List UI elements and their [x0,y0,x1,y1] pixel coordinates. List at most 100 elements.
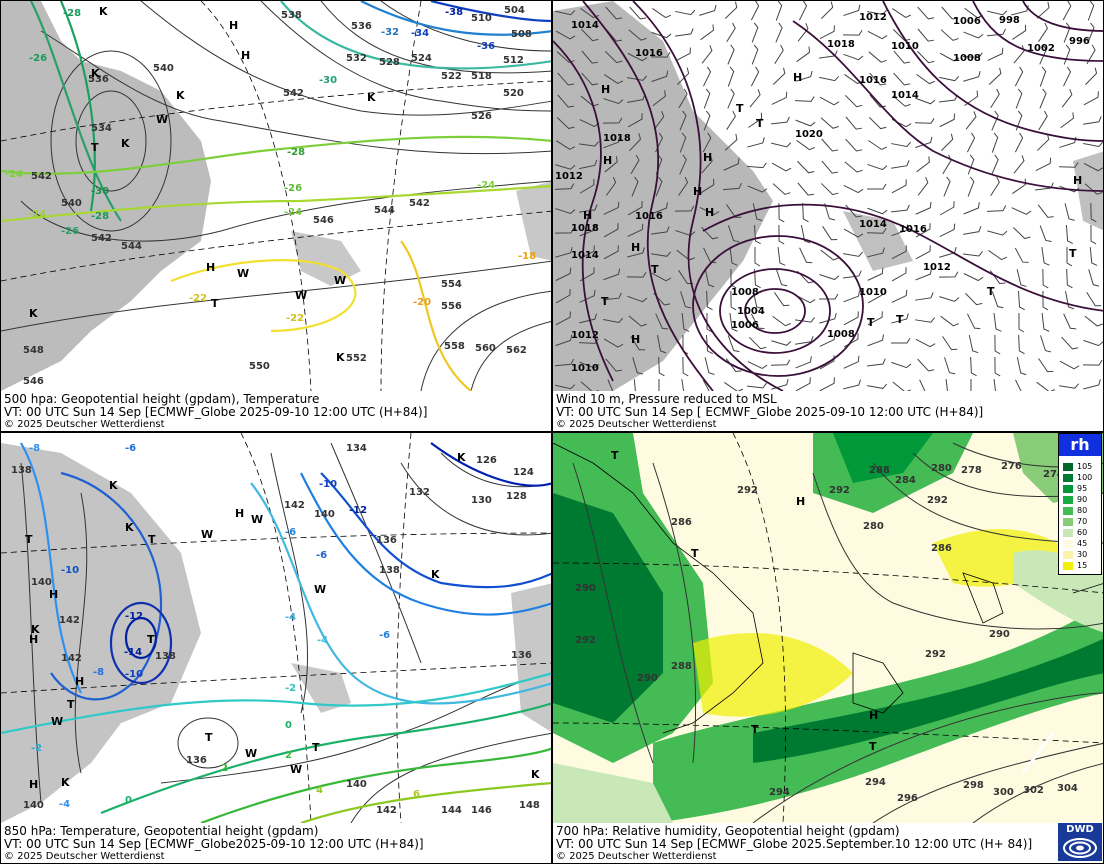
caption-title: Wind 10 m, Pressure reduced to MSL [556,392,777,406]
rh-legend-label: 95 [1077,484,1088,493]
svg-text:T: T [312,741,320,754]
rh-legend-swatch [1063,485,1073,493]
wind-barb [678,88,688,109]
wind-barb [604,51,623,64]
wind-barb [1084,315,1103,327]
wind-barb [602,117,623,124]
svg-text:W: W [314,583,326,596]
wind-barb [628,29,647,41]
wind-barb [1065,224,1074,245]
wind-barb [893,50,911,64]
svg-text:-2: -2 [285,683,296,694]
wind-barb [705,334,713,355]
wind-barb [819,274,840,281]
svg-text:W: W [290,763,302,776]
svg-text:H: H [1073,174,1082,187]
wind-barb [771,340,792,346]
rh-legend-label: 30 [1077,550,1088,559]
svg-text:138: 138 [155,651,176,662]
rh-legend-item: 95 [1063,484,1101,493]
wind-barb [795,356,812,369]
svg-text:-4: -4 [317,635,328,646]
wind-barb [632,357,644,375]
caption-500hpa: 500 hpa: Geopotential height (gpdam), Te… [1,392,551,431]
wind-barb [677,67,690,86]
wind-barb [821,160,839,174]
caption-validtime: VT: 00 UTC Sun 14 Sep [ECMWF_Globe 2025-… [4,405,428,419]
wind-barb [891,141,912,147]
wind-barb [770,359,791,366]
wind-barb [605,6,623,20]
wind-barb [772,183,791,195]
wind-barb [651,272,672,282]
wind-barb [915,245,931,260]
wind-barb [1015,379,1029,391]
wind-barb [727,88,735,109]
wind-barb [1038,110,1048,131]
svg-text:554: 554 [441,279,462,290]
svg-text:556: 556 [441,301,462,312]
svg-text:-8: -8 [29,443,40,454]
svg-text:-12: -12 [125,611,143,622]
svg-text:286: 286 [671,517,692,528]
wind-barb [1042,268,1049,289]
rh-legend-label: 60 [1077,528,1088,537]
svg-text:144: 144 [441,805,462,816]
svg-text:W: W [156,113,168,126]
wind-barb [799,247,813,264]
svg-text:K: K [457,451,466,464]
wind-barb [730,290,737,311]
svg-text:140: 140 [31,577,52,588]
wind-barb [1014,247,1029,263]
svg-text:518: 518 [471,71,492,82]
wind-barb [747,137,765,148]
svg-text:T: T [147,633,155,646]
wind-barb [797,270,815,284]
wind-barb [818,293,839,300]
wind-barb [1012,24,1027,40]
svg-text:292: 292 [737,485,758,496]
svg-text:550: 550 [249,361,270,372]
svg-text:W: W [51,715,63,728]
svg-text:560: 560 [475,343,496,354]
svg-text:H: H [793,71,802,84]
wind-barb [750,1,760,21]
svg-text:T: T [601,295,609,308]
svg-text:T: T [91,141,99,154]
svg-text:274: 274 [1043,469,1064,480]
wind-barb [1039,225,1052,243]
wind-barb [1037,204,1054,218]
rh-legend-item: 45 [1063,539,1101,548]
wind-barb [748,112,763,128]
wind-barb [1064,203,1075,221]
caption-700hpa-rh: 700 hPa: Relative humidity, Geopotential… [553,824,1103,863]
wind-barb [819,75,840,82]
wind-barb [940,315,959,327]
svg-text:294: 294 [769,787,790,798]
wind-barb [772,67,786,85]
svg-text:998: 998 [999,15,1020,26]
caption-copyright: © 2025 Deutscher Wetterdienst [556,851,717,862]
wind-barb [1090,224,1097,245]
wind-barb [556,117,575,130]
svg-text:504: 504 [504,5,525,16]
wind-barb [843,251,864,257]
land-greenland [553,1,773,391]
svg-text:-24: -24 [5,169,23,180]
wind-barb [746,162,767,169]
wind-barb [1082,359,1103,366]
wind-barb [602,292,622,301]
wind-barb [963,31,984,39]
wind-barb [795,119,816,127]
wind-barb [1036,1,1050,19]
wind-barb [1084,183,1103,195]
wind-barb [631,176,639,197]
svg-text:520: 520 [503,88,524,99]
svg-text:-4: -4 [285,612,296,623]
wind-barb [800,225,811,244]
wind-barb [725,204,742,219]
rh-legend-item: 70 [1063,517,1101,526]
wind-barb [917,177,929,196]
wind-barb [843,290,861,303]
